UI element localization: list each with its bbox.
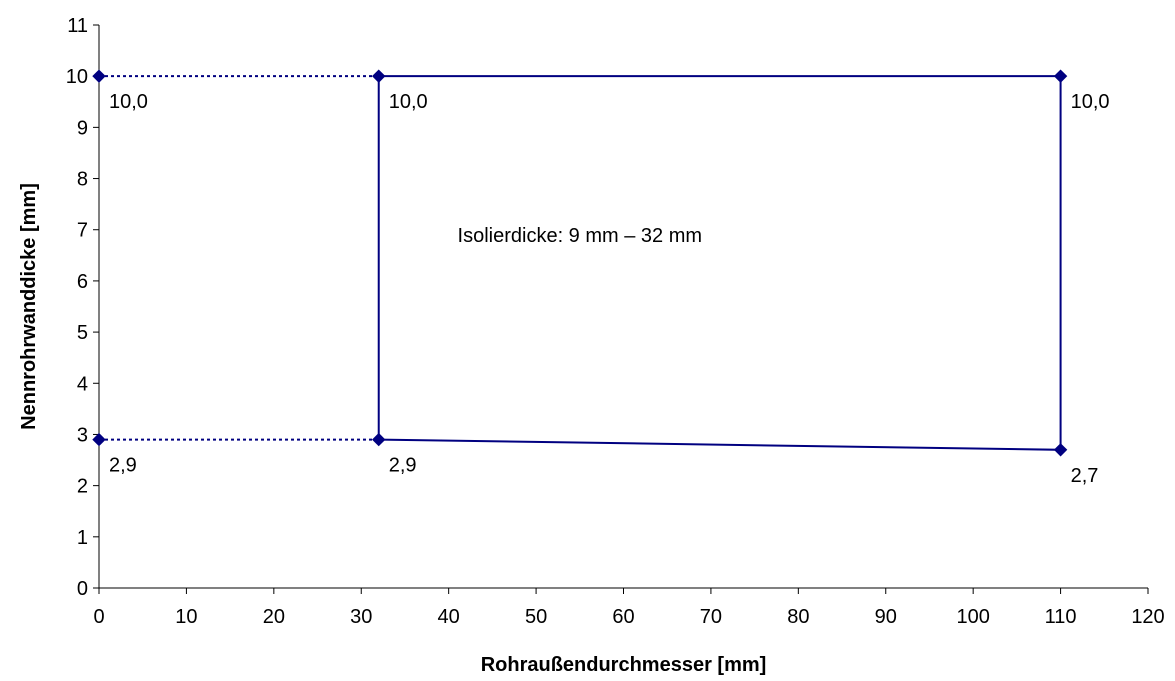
data-point-marker xyxy=(372,432,386,447)
x-tick-label: 110 xyxy=(1045,606,1077,628)
x-tick-label: 100 xyxy=(956,606,989,628)
y-tick-label: 4 xyxy=(77,373,88,395)
y-tick-label: 5 xyxy=(77,322,88,344)
y-tick-label: 2 xyxy=(77,476,88,498)
data-point-marker xyxy=(92,69,106,83)
data-point-marker xyxy=(92,432,106,447)
x-tick-label: 90 xyxy=(875,606,897,628)
data-label: 10,0 xyxy=(109,91,148,113)
data-point-marker xyxy=(1053,69,1068,83)
y-tick-label: 3 xyxy=(77,424,88,446)
x-tick-label: 60 xyxy=(612,606,634,628)
annotation-text: Isolierdicke: 9 mm – 32 mm xyxy=(458,225,703,247)
x-tick-label: 80 xyxy=(787,606,809,628)
x-tick-label: 10 xyxy=(175,606,197,628)
data-label: 10,0 xyxy=(389,91,428,113)
y-tick-label: 7 xyxy=(77,220,88,242)
y-tick-label: 0 xyxy=(77,578,88,600)
y-tick-label: 9 xyxy=(77,117,88,139)
data-label: 2,9 xyxy=(389,455,417,477)
data-label: 10,0 xyxy=(1071,91,1110,113)
x-tick-label: 40 xyxy=(438,606,460,628)
series-layer xyxy=(92,69,1068,457)
x-tick-label: 20 xyxy=(263,606,285,628)
x-axis-title: Rohraußendurchmesser [mm] xyxy=(481,654,767,676)
y-tick-label: 11 xyxy=(67,15,88,37)
y-tick-label: 10 xyxy=(66,66,88,88)
data-point-marker xyxy=(372,69,386,83)
x-tick-label: 120 xyxy=(1131,606,1164,628)
x-tick-label: 70 xyxy=(700,606,722,628)
data-point-marker xyxy=(1053,443,1068,457)
data-label-layer: 10,0 10,0 10,0 2,9 2,9 2,7 Isolierdicke: 9 mm … xyxy=(109,91,1110,487)
series-line-solid xyxy=(377,75,1062,451)
x-tick-label: 0 xyxy=(93,606,104,628)
y-tick-label: 1 xyxy=(77,527,88,549)
x-tick-label: 50 xyxy=(525,606,547,628)
y-axis-title: Nennrohrwanddicke [mm] xyxy=(18,183,40,430)
y-tick-label: 8 xyxy=(77,169,88,191)
y-tick-label: 6 xyxy=(77,271,88,293)
x-tick-label: 30 xyxy=(350,606,372,628)
data-label: 2,9 xyxy=(109,455,137,477)
data-label: 2,7 xyxy=(1071,465,1099,487)
